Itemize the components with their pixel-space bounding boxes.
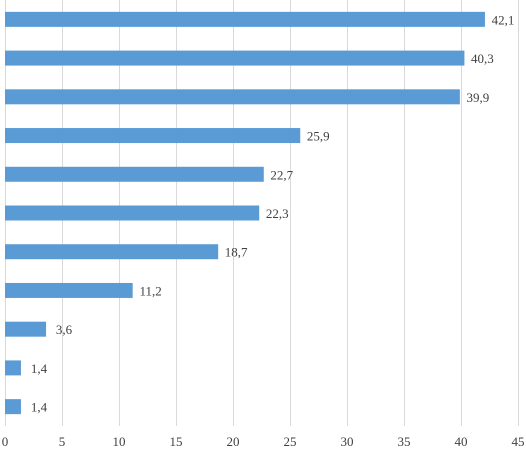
bar — [5, 321, 47, 337]
x-tick-label: 25 — [284, 434, 297, 449]
data-label: 18,7 — [225, 245, 248, 260]
x-tick-label: 0 — [2, 434, 9, 449]
bar — [5, 89, 460, 105]
bar — [5, 360, 21, 376]
data-label: 39,9 — [466, 90, 489, 105]
bars — [5, 11, 485, 415]
data-label: 40,3 — [471, 51, 494, 66]
x-tick-label: 30 — [341, 434, 354, 449]
x-axis-ticks: 0 5 10 15 20 25 30 35 40 45 — [2, 434, 525, 449]
data-label: 3,6 — [56, 322, 73, 337]
x-tick-label: 45 — [512, 434, 525, 449]
data-label: 42,1 — [492, 12, 515, 27]
x-tick-label: 40 — [455, 434, 468, 449]
bar — [5, 128, 301, 144]
bar — [5, 166, 264, 182]
data-label: 22,3 — [266, 206, 289, 221]
data-label: 11,2 — [140, 283, 162, 298]
data-label: 22,7 — [270, 167, 293, 182]
bar — [5, 399, 21, 415]
x-tick-label: 15 — [170, 434, 183, 449]
bar — [5, 282, 133, 298]
data-label: 1,4 — [31, 361, 48, 376]
x-tick-label: 5 — [59, 434, 66, 449]
value-labels: 42,1 40,3 39,9 25,9 22,7 22,3 18,7 11,2 3,6 1,4 1,… — [31, 12, 514, 414]
bar — [5, 244, 219, 260]
data-label: 25,9 — [307, 129, 330, 144]
x-tick-label: 10 — [113, 434, 126, 449]
x-tick-label: 20 — [227, 434, 240, 449]
x-tick-label: 35 — [398, 434, 411, 449]
bar — [5, 50, 465, 66]
bar — [5, 11, 485, 27]
data-label: 1,4 — [31, 400, 48, 415]
bar — [5, 205, 260, 221]
